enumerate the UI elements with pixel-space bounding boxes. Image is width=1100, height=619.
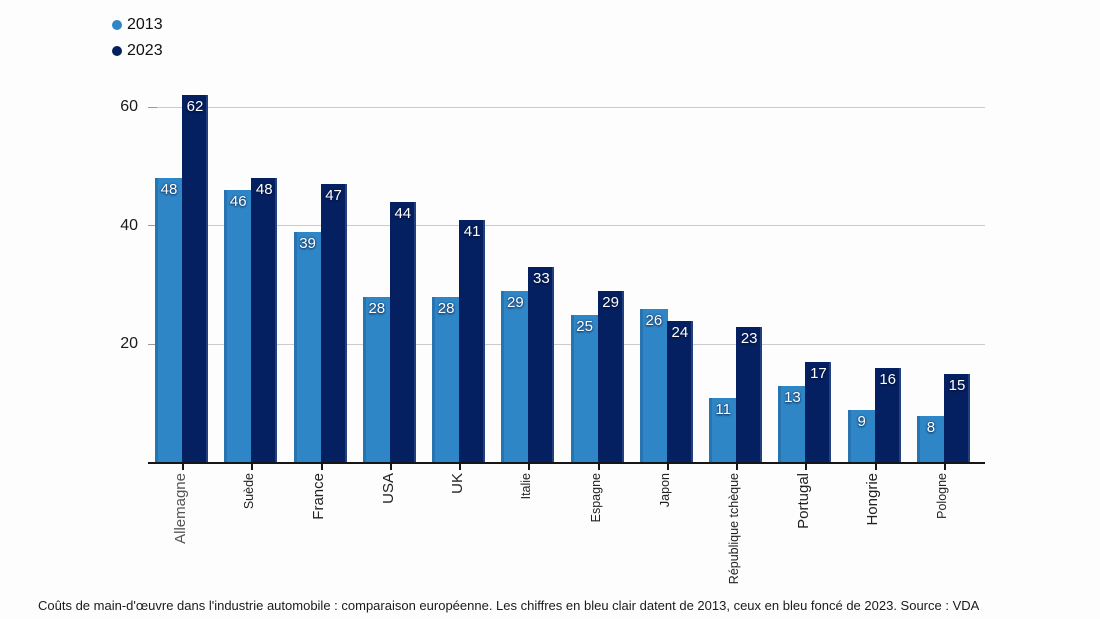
x-axis-label: USA bbox=[379, 473, 397, 504]
bar-2013 bbox=[847, 409, 876, 463]
bar-2023 bbox=[389, 201, 416, 463]
x-tick bbox=[736, 464, 739, 470]
bar-2023 bbox=[251, 178, 278, 463]
bar-2023 bbox=[459, 219, 486, 463]
bar-value-label: 15 bbox=[948, 377, 966, 394]
x-axis-label: Japon bbox=[658, 473, 672, 508]
x-tick bbox=[943, 464, 946, 470]
bar-value-label: 24 bbox=[671, 323, 689, 341]
bar-2013 bbox=[709, 397, 738, 463]
bar-value-label: 23 bbox=[740, 329, 758, 347]
x-tick bbox=[251, 464, 254, 470]
legend-label: 2013 bbox=[127, 16, 163, 33]
bar-2013 bbox=[501, 290, 530, 463]
chart-legend: 2013 2023 bbox=[112, 12, 163, 64]
x-axis-label: Portugal bbox=[795, 473, 813, 529]
bar-2013 bbox=[224, 190, 253, 463]
y-tick bbox=[148, 343, 157, 345]
legend-label: 2023 bbox=[127, 42, 163, 59]
bar-value-label: 16 bbox=[879, 371, 897, 389]
bar-2013 bbox=[293, 231, 322, 463]
x-tick bbox=[805, 464, 808, 470]
bar-value-label: 41 bbox=[463, 222, 481, 240]
bar-2013 bbox=[362, 296, 391, 463]
bar-2023 bbox=[528, 267, 555, 463]
y-tick bbox=[148, 106, 157, 108]
x-axis-label: Allemagne bbox=[171, 473, 189, 544]
bar-value-label: 29 bbox=[602, 293, 619, 311]
y-tick-label: 60 bbox=[120, 98, 138, 115]
gridline bbox=[148, 106, 985, 108]
bar-value-label: 13 bbox=[784, 388, 801, 406]
bar-2023 bbox=[182, 95, 208, 463]
bar-2013 bbox=[778, 385, 807, 463]
x-axis-label: Espagne bbox=[588, 473, 603, 523]
bar-value-label: 28 bbox=[368, 299, 386, 317]
legend-item: 2023 bbox=[112, 38, 163, 64]
x-tick bbox=[389, 464, 392, 470]
x-tick bbox=[597, 464, 600, 470]
bar-2023 bbox=[874, 368, 901, 463]
bar-value-label: 44 bbox=[394, 204, 412, 222]
bar-value-label: 46 bbox=[229, 193, 247, 211]
x-axis-label: Italie bbox=[519, 473, 534, 500]
x-axis-label: Pologne bbox=[935, 473, 950, 519]
bar-value-label: 25 bbox=[576, 317, 593, 335]
x-tick bbox=[182, 464, 184, 470]
bar-value-label: 48 bbox=[160, 181, 178, 199]
x-tick bbox=[528, 464, 531, 470]
x-tick bbox=[666, 464, 669, 470]
bar-value-label: 9 bbox=[857, 412, 866, 430]
bar-2023 bbox=[666, 320, 693, 463]
bar-value-label: 33 bbox=[533, 270, 550, 288]
bar-2013 bbox=[916, 415, 945, 463]
bar-2023 bbox=[597, 290, 624, 463]
gridline bbox=[148, 343, 985, 345]
bar-2023 bbox=[320, 184, 347, 463]
bar-2023 bbox=[736, 326, 763, 463]
x-axis-line bbox=[148, 462, 985, 464]
y-tick-label: 40 bbox=[120, 216, 138, 234]
bar-value-label: 48 bbox=[255, 181, 273, 199]
bar-value-label: 11 bbox=[715, 400, 731, 418]
bar-value-label: 62 bbox=[186, 98, 204, 116]
x-tick bbox=[874, 464, 877, 470]
x-axis-label: UK bbox=[448, 473, 466, 494]
legend-swatch-2023 bbox=[112, 46, 122, 56]
bar-value-label: 29 bbox=[507, 293, 524, 311]
bar-value-label: 28 bbox=[437, 299, 455, 317]
bar-value-label: 26 bbox=[645, 311, 663, 329]
bar-value-label: 17 bbox=[810, 365, 827, 383]
bar-value-label: 8 bbox=[926, 418, 936, 436]
bar-value-label: 47 bbox=[325, 187, 342, 205]
x-tick bbox=[320, 464, 323, 470]
x-axis-label: République tchèque bbox=[727, 473, 742, 585]
bar-2013 bbox=[155, 178, 183, 463]
bar-2023 bbox=[805, 362, 832, 463]
bar-2013 bbox=[432, 296, 461, 463]
bar-value-label: 39 bbox=[299, 234, 316, 252]
legend-swatch-2013 bbox=[112, 20, 122, 30]
x-tick bbox=[459, 464, 462, 470]
x-axis-label: Suède bbox=[242, 473, 257, 510]
bar-2013 bbox=[570, 314, 599, 463]
legend-item: 2013 bbox=[112, 12, 163, 38]
bar-2023 bbox=[943, 374, 970, 463]
gridline bbox=[148, 225, 985, 227]
y-tick bbox=[148, 225, 157, 227]
x-axis-label: Hongrie bbox=[864, 473, 882, 526]
y-tick-label: 20 bbox=[120, 335, 138, 353]
x-axis-label: France bbox=[310, 473, 328, 520]
chart-caption: Coûts de main-d'œuvre dans l'industrie a… bbox=[38, 598, 980, 613]
bar-2013 bbox=[639, 308, 668, 463]
